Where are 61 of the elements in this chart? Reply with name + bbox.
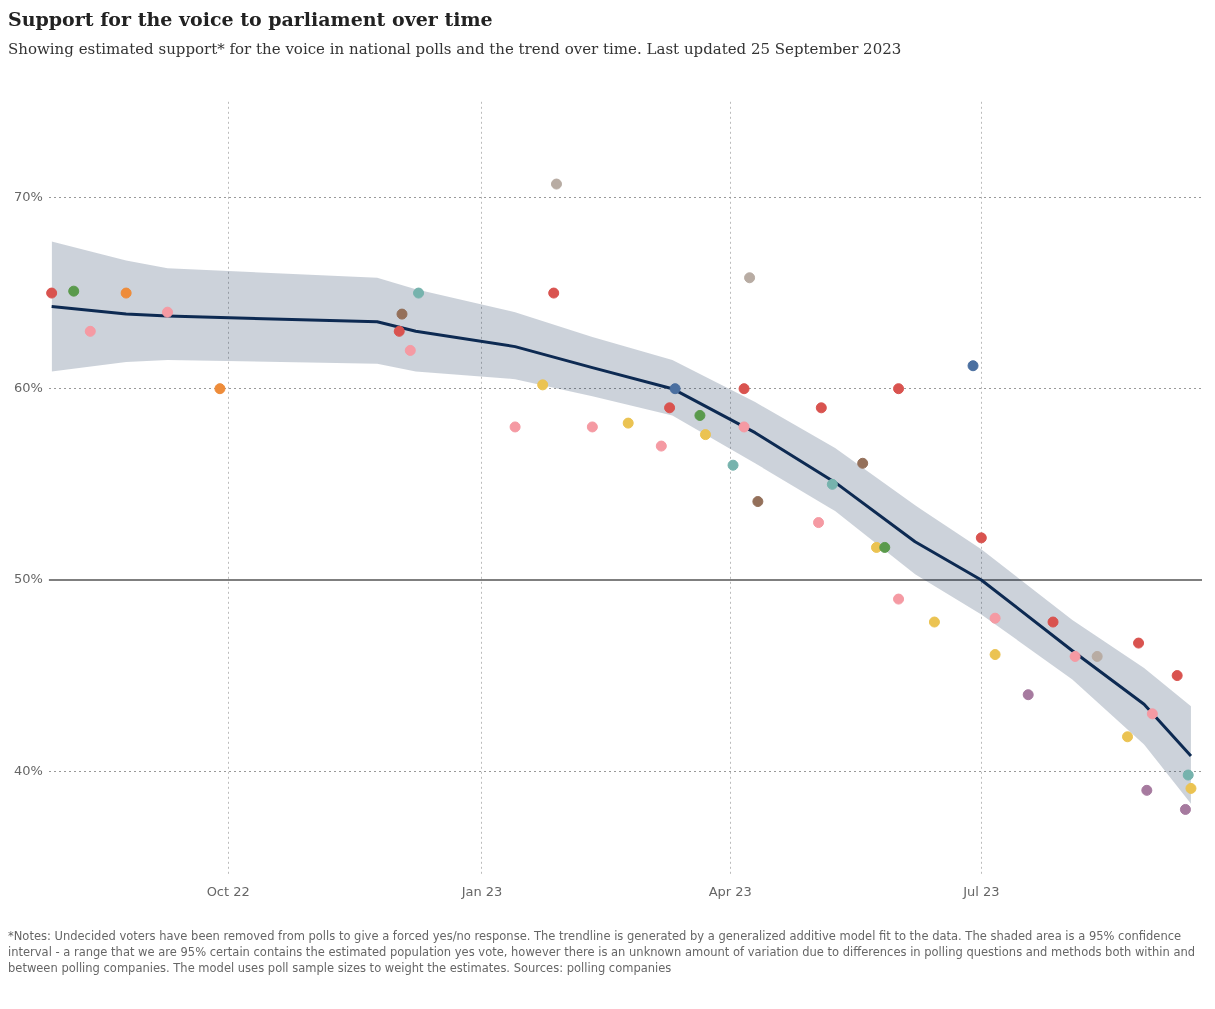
point <box>928 616 940 628</box>
point <box>975 532 987 544</box>
point <box>879 541 891 553</box>
point <box>1185 782 1197 794</box>
point <box>655 440 667 452</box>
point <box>752 496 764 508</box>
point <box>509 421 521 433</box>
point <box>744 272 756 284</box>
point <box>120 287 132 299</box>
point <box>550 178 562 190</box>
point <box>1122 731 1134 743</box>
point <box>664 402 676 414</box>
y-tick-label: 40% <box>13 762 43 778</box>
point <box>857 457 869 469</box>
point <box>893 383 905 395</box>
point <box>68 285 80 297</box>
chart-subtitle: Showing estimated support* for the voice in national polls and the trend over time. Last updated 25 September 2023 <box>8 40 903 58</box>
point <box>1047 616 1059 628</box>
point <box>1141 784 1153 796</box>
point <box>989 612 1001 624</box>
x-tick-label: Oct 22 <box>206 883 250 899</box>
point <box>1182 769 1194 781</box>
point <box>1091 650 1103 662</box>
y-tick-label: 60% <box>13 380 43 396</box>
point <box>1133 637 1145 649</box>
point <box>84 325 96 337</box>
point <box>586 421 598 433</box>
point <box>738 383 750 395</box>
point <box>393 325 405 337</box>
x-tick-label: Jan 23 <box>460 883 503 899</box>
point <box>893 593 905 605</box>
point <box>967 360 979 372</box>
chart-title: Support for the voice to parliament over time <box>8 8 494 30</box>
point <box>404 344 416 356</box>
point <box>1179 803 1191 815</box>
point <box>162 306 174 318</box>
y-tick-label: 70% <box>13 188 43 204</box>
point <box>1069 650 1081 662</box>
point <box>815 402 827 414</box>
y-tick-label: 50% <box>13 571 43 587</box>
point <box>413 287 425 299</box>
point <box>396 308 408 320</box>
text: *Notes: Undecided voters have been removed from polls to give a forced yes/no response. The trendline is generated by a generalized additive model fit to the data. The shaded area is a 95% confidence interval - a range that we are 95% certain contains the estimated population yes vote, however there is an unknown amount of variation due to differences in polling questions and methods both within and between polling companies. The model uses poll sample sizes to weight the estimates. Sources: polling companies <box>8 928 1197 977</box>
point <box>1146 708 1158 720</box>
point <box>699 429 711 441</box>
point <box>537 379 549 391</box>
point <box>214 383 226 395</box>
point <box>826 478 838 490</box>
point <box>1171 670 1183 682</box>
point <box>669 383 681 395</box>
point <box>989 649 1001 661</box>
point <box>694 409 706 421</box>
point <box>738 421 750 433</box>
point <box>46 287 58 299</box>
point <box>727 459 739 471</box>
point <box>548 287 560 299</box>
x-tick-label: Apr 23 <box>708 883 752 899</box>
point <box>813 517 825 529</box>
point <box>1022 689 1034 701</box>
x-tick-label: Jul 23 <box>962 883 1000 899</box>
point <box>622 417 634 429</box>
